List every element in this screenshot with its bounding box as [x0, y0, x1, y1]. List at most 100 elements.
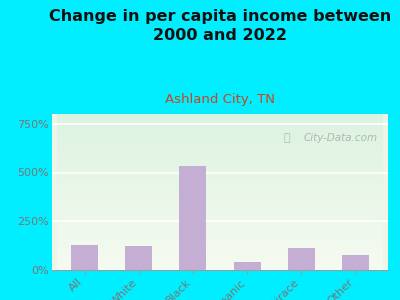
- Bar: [58, 161, 382, 162]
- Bar: [58, 119, 382, 120]
- Bar: [179, 166, 206, 270]
- Bar: [58, 152, 382, 153]
- Bar: [58, 208, 382, 209]
- Bar: [58, 127, 382, 128]
- Bar: [342, 255, 369, 270]
- Bar: [58, 222, 382, 223]
- Bar: [58, 116, 382, 117]
- Bar: [58, 251, 382, 253]
- Bar: [58, 183, 382, 184]
- Bar: [58, 147, 382, 148]
- Text: Change in per capita income between
2000 and 2022: Change in per capita income between 2000…: [49, 9, 391, 43]
- Bar: [58, 175, 382, 176]
- Bar: [58, 187, 382, 189]
- Bar: [58, 232, 382, 234]
- Bar: [58, 225, 382, 226]
- Bar: [58, 262, 382, 264]
- Bar: [58, 267, 382, 268]
- Bar: [58, 198, 382, 200]
- Bar: [58, 261, 382, 262]
- Bar: [58, 170, 382, 172]
- Bar: [58, 247, 382, 248]
- Bar: [58, 122, 382, 123]
- Bar: [58, 242, 382, 244]
- Bar: [58, 253, 382, 254]
- Bar: [58, 190, 382, 192]
- Bar: [58, 133, 382, 134]
- Bar: [58, 231, 382, 232]
- Bar: [58, 139, 382, 140]
- Bar: [58, 257, 382, 259]
- Bar: [58, 268, 382, 270]
- Bar: [58, 218, 382, 220]
- Bar: [58, 176, 382, 178]
- Bar: [58, 136, 382, 137]
- Bar: [58, 239, 382, 240]
- Bar: [58, 179, 382, 181]
- Bar: [58, 254, 382, 256]
- Bar: [58, 166, 382, 167]
- Bar: [58, 194, 382, 195]
- Bar: [58, 173, 382, 175]
- Text: Ashland City, TN: Ashland City, TN: [165, 94, 275, 106]
- Bar: [58, 172, 382, 173]
- Bar: [58, 223, 382, 225]
- Bar: [58, 186, 382, 187]
- Bar: [58, 189, 382, 190]
- Bar: [58, 203, 382, 205]
- Bar: [58, 158, 382, 159]
- Bar: [58, 181, 382, 183]
- Bar: [58, 244, 382, 245]
- Bar: [58, 117, 382, 119]
- Bar: [58, 265, 382, 267]
- Bar: [58, 201, 382, 203]
- Bar: [234, 262, 261, 270]
- Bar: [58, 212, 382, 214]
- Bar: [58, 153, 382, 154]
- Bar: [58, 162, 382, 164]
- Bar: [58, 137, 382, 139]
- Bar: [58, 217, 382, 218]
- Bar: [58, 214, 382, 215]
- Bar: [58, 159, 382, 161]
- Bar: [58, 192, 382, 194]
- Bar: [58, 167, 382, 169]
- Bar: [58, 178, 382, 179]
- Bar: [58, 220, 382, 222]
- Bar: [58, 234, 382, 236]
- Bar: [58, 114, 382, 116]
- Bar: [58, 125, 382, 127]
- Bar: [71, 245, 98, 270]
- Bar: [58, 148, 382, 150]
- Bar: [58, 237, 382, 239]
- Text: ⓘ: ⓘ: [284, 133, 290, 143]
- Bar: [58, 250, 382, 251]
- Bar: [58, 156, 382, 158]
- Bar: [288, 248, 315, 270]
- Bar: [58, 169, 382, 170]
- Bar: [58, 230, 382, 231]
- Bar: [58, 248, 382, 250]
- Bar: [58, 120, 382, 122]
- Bar: [58, 245, 382, 247]
- Bar: [58, 140, 382, 142]
- Bar: [58, 134, 382, 136]
- Bar: [58, 228, 382, 230]
- Bar: [58, 150, 382, 152]
- Bar: [58, 142, 382, 144]
- Bar: [58, 145, 382, 147]
- Bar: [58, 264, 382, 265]
- Bar: [58, 154, 382, 156]
- Bar: [58, 206, 382, 208]
- Bar: [58, 184, 382, 186]
- Bar: [58, 215, 382, 217]
- Text: City-Data.com: City-Data.com: [304, 133, 378, 143]
- Bar: [58, 205, 382, 206]
- Bar: [58, 240, 382, 242]
- Bar: [58, 128, 382, 130]
- Bar: [58, 123, 382, 125]
- Bar: [58, 197, 382, 198]
- Bar: [58, 195, 382, 197]
- Bar: [58, 259, 382, 261]
- Bar: [58, 200, 382, 201]
